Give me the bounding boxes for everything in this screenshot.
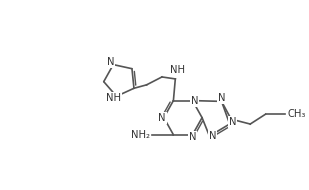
Text: NH: NH xyxy=(170,65,185,75)
Text: N: N xyxy=(218,93,225,103)
Text: N: N xyxy=(229,117,236,127)
Text: NH: NH xyxy=(106,93,121,103)
Text: N: N xyxy=(158,113,166,123)
Text: N: N xyxy=(107,57,114,67)
Text: N: N xyxy=(209,131,216,141)
Text: CH₃: CH₃ xyxy=(287,109,306,119)
Text: N: N xyxy=(189,132,196,142)
Text: NH₂: NH₂ xyxy=(131,130,150,140)
Text: N: N xyxy=(191,96,198,106)
